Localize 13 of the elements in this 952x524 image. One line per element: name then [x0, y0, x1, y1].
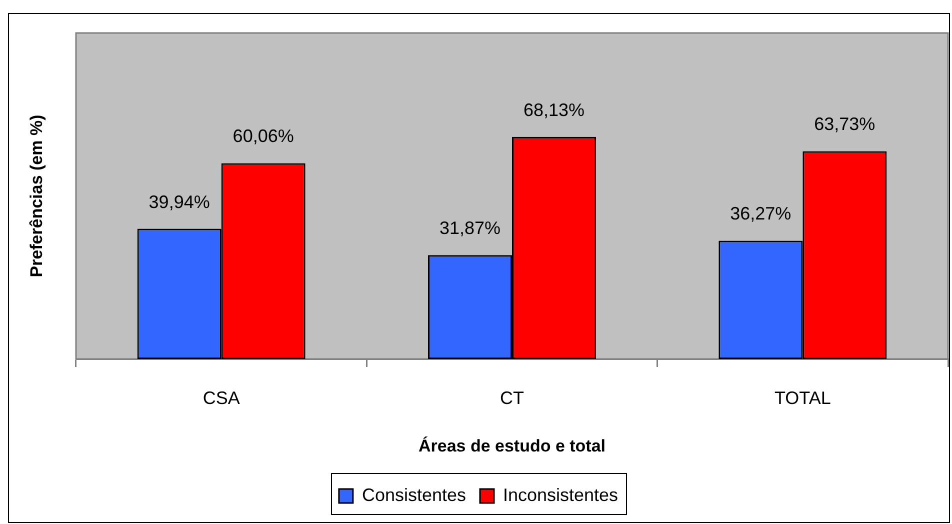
x-tick-label: TOTAL [774, 388, 831, 408]
data-label: 36,27% [730, 204, 792, 224]
data-label: 60,06% [232, 126, 294, 146]
legend-label: Consistentes [362, 484, 466, 505]
x-axis-title: Áreas de estudo e total [418, 435, 606, 456]
y-axis-title: Preferências (em %) [26, 114, 46, 278]
x-tick-label: CSA [202, 388, 240, 408]
data-label: 68,13% [523, 100, 585, 120]
x-tick-label: CT [500, 388, 524, 408]
data-label: 31,87% [439, 218, 501, 238]
data-label: 63,73% [814, 114, 876, 134]
data-label: 39,94% [148, 192, 210, 212]
legend-label: Inconsistentes [502, 484, 618, 505]
